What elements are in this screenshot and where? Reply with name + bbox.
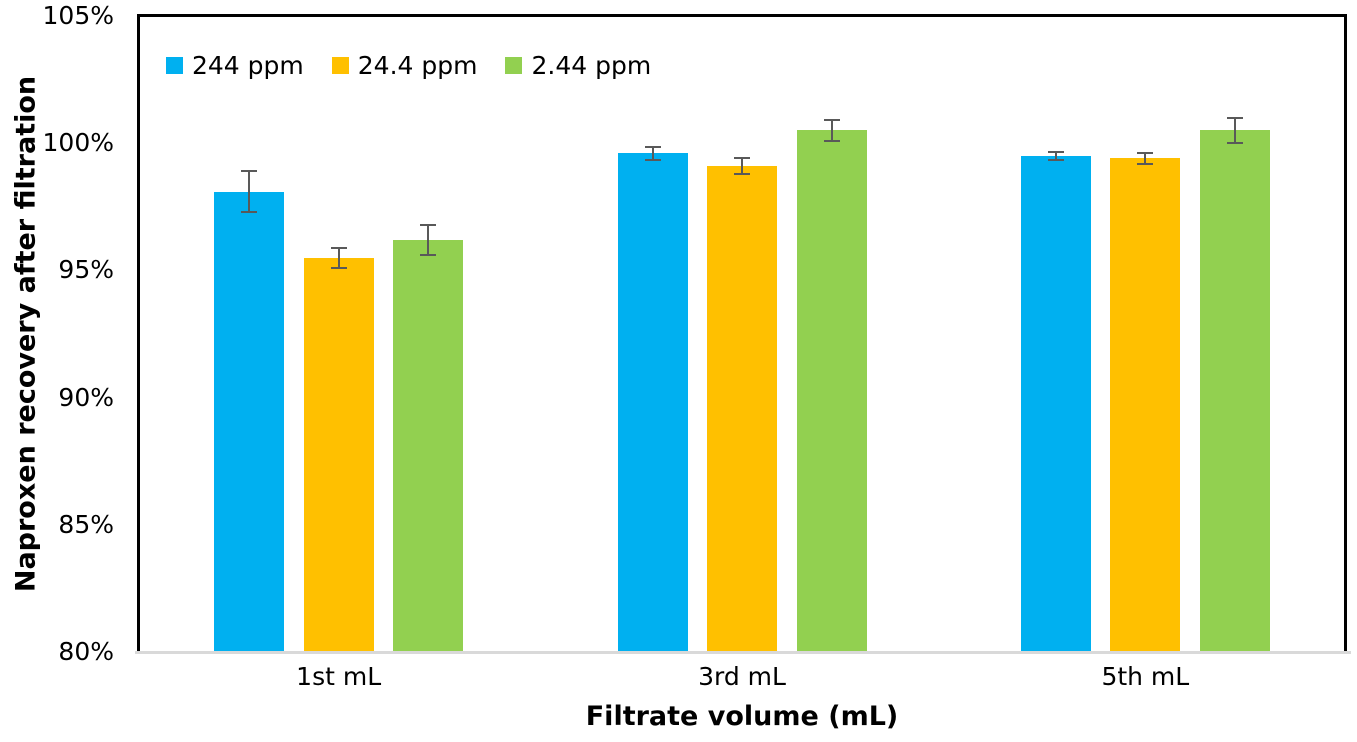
legend-item-244ppm: 244 ppm <box>166 51 304 80</box>
error-bar-cap-top <box>1226 116 1243 119</box>
bar-244ppm-5thmL <box>1199 130 1270 651</box>
x-category-label: 1st mL <box>296 662 382 691</box>
x-category-label: 5th mL <box>1101 662 1190 691</box>
bar-244ppm-3rdmL <box>707 166 777 651</box>
error-bar-line <box>1144 153 1147 164</box>
error-bar-line <box>741 158 743 174</box>
error-bar-line <box>651 147 654 160</box>
error-bar-cap-top <box>1047 151 1064 154</box>
y-tick-label: 100% <box>42 128 114 158</box>
error-bar-cap-top <box>734 157 750 160</box>
error-bar-cap-top <box>241 170 258 173</box>
error-bar-line <box>1233 117 1236 144</box>
legend-item-244ppm: 2.44 ppm <box>505 51 651 80</box>
error-bar-cap-bottom <box>1137 162 1154 165</box>
error-bar-line <box>427 224 430 256</box>
y-axis-title: Naproxen recovery after filtration <box>10 75 42 593</box>
y-tick-label: 105% <box>42 1 114 30</box>
bar-244ppm-5thmL <box>1110 158 1181 651</box>
legend-label: 24.4 ppm <box>357 51 478 80</box>
error-bar-cap-top <box>644 146 661 149</box>
legend-swatch-icon <box>331 57 349 74</box>
error-bar-cap-bottom <box>644 158 661 161</box>
y-tick-label: 85% <box>58 509 114 539</box>
y-tick-label: 90% <box>58 382 114 412</box>
bar-244ppm-3rdmL <box>796 130 867 651</box>
legend-swatch-icon <box>505 57 523 74</box>
bar-244ppm-1stmL <box>393 239 464 651</box>
bar-244ppm-1stmL <box>303 257 374 651</box>
error-bar-line <box>1054 152 1057 160</box>
plot-area <box>137 14 1347 651</box>
error-bar-cap-bottom <box>1226 142 1243 145</box>
error-bar-cap-top <box>420 223 437 226</box>
bar-244ppm-5thmL <box>1020 155 1091 651</box>
y-tick-label: 95% <box>58 255 114 285</box>
x-axis-baseline <box>135 651 1351 654</box>
legend-label: 244 ppm <box>192 51 304 80</box>
error-bar-cap-bottom <box>823 139 840 142</box>
error-bar-cap-bottom <box>420 254 437 257</box>
error-bar-cap-bottom <box>734 172 750 175</box>
error-bar-line <box>830 120 833 141</box>
bar-244ppm-3rdmL <box>617 153 688 651</box>
error-bar-cap-top <box>823 119 840 122</box>
y-tick-label: 80% <box>58 637 114 666</box>
legend-label: 2.44 ppm <box>531 51 652 80</box>
legend-swatch-icon <box>166 57 183 74</box>
error-bar-cap-bottom <box>1047 158 1064 161</box>
error-bar-line <box>248 171 251 212</box>
error-bar-cap-top <box>1137 152 1154 155</box>
error-bar-cap-top <box>330 246 347 249</box>
error-bar-cap-bottom <box>330 266 347 269</box>
legend-item-244ppm: 24.4 ppm <box>331 51 478 80</box>
error-bar-line <box>337 247 340 268</box>
bar-244ppm-1stmL <box>214 191 285 651</box>
error-bar-cap-bottom <box>241 210 258 213</box>
legend: 244 ppm 24.4 ppm 2.44 ppm <box>166 51 651 80</box>
x-category-label: 3rd mL <box>698 662 786 691</box>
x-axis-title: Filtrate volume (mL) <box>585 701 899 732</box>
